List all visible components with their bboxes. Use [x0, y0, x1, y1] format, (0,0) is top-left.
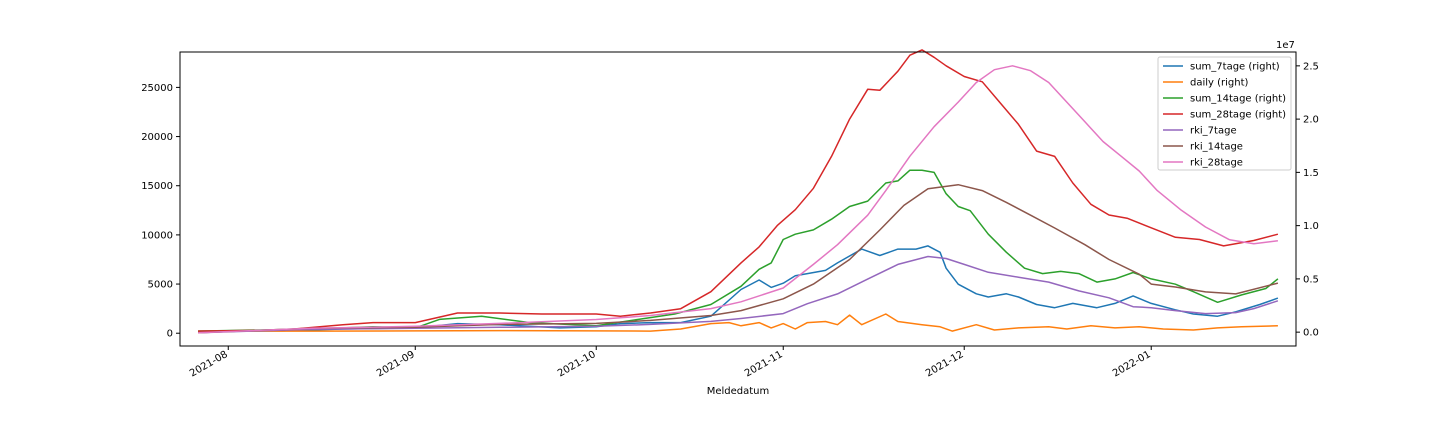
- right-tick-label: 0.0: [1303, 328, 1319, 339]
- left-tick-label: 5000: [148, 280, 173, 291]
- left-axis: 0 5000 10000 15000 20000 25000: [141, 83, 180, 340]
- legend-label: rki_14tage: [1190, 142, 1243, 153]
- left-tick-label: 25000: [141, 83, 173, 94]
- series-line-sum-28tage-right: [198, 49, 1279, 332]
- series-line-sum-14tage-right: [198, 169, 1279, 332]
- legend: sum_7tage (right) daily (right) sum_14tage…: [1157, 56, 1292, 171]
- right-tick-label: 0.5: [1303, 274, 1319, 285]
- legend-label: rki_7tage: [1190, 126, 1237, 137]
- left-tick-label: 10000: [141, 230, 173, 241]
- legend-label: sum_28tage (right): [1190, 110, 1286, 121]
- plot-frame: [179, 51, 1297, 347]
- series-layer: [198, 49, 1279, 334]
- series-line-rki-28tage: [198, 65, 1278, 334]
- right-tick-label: 1.5: [1303, 168, 1319, 179]
- right-tick-label: 2.0: [1303, 115, 1319, 126]
- right-axis-offset-label: 1e7: [1276, 40, 1295, 51]
- x-axis-label: Meldedatum: [707, 386, 770, 397]
- right-tick-label: 1.0: [1303, 221, 1319, 232]
- series-line-rki-7tage: [198, 255, 1279, 334]
- right-axis: 0.0 0.5 1.0 1.5 2.0 2.5: [1296, 61, 1319, 339]
- left-tick-label: 0: [167, 329, 173, 340]
- legend-label: sum_14tage (right): [1190, 94, 1286, 105]
- legend-label: sum_7tage (right): [1190, 62, 1280, 73]
- left-tick-label: 15000: [141, 181, 173, 192]
- series-line-daily-right: [198, 313, 1278, 332]
- right-tick-label: 2.5: [1303, 61, 1319, 72]
- legend-label: rki_28tage: [1190, 158, 1243, 169]
- legend-box: [1157, 56, 1292, 171]
- left-tick-label: 20000: [141, 132, 173, 143]
- series-line-rki-14tage: [198, 183, 1279, 334]
- legend-label: daily (right): [1190, 78, 1249, 89]
